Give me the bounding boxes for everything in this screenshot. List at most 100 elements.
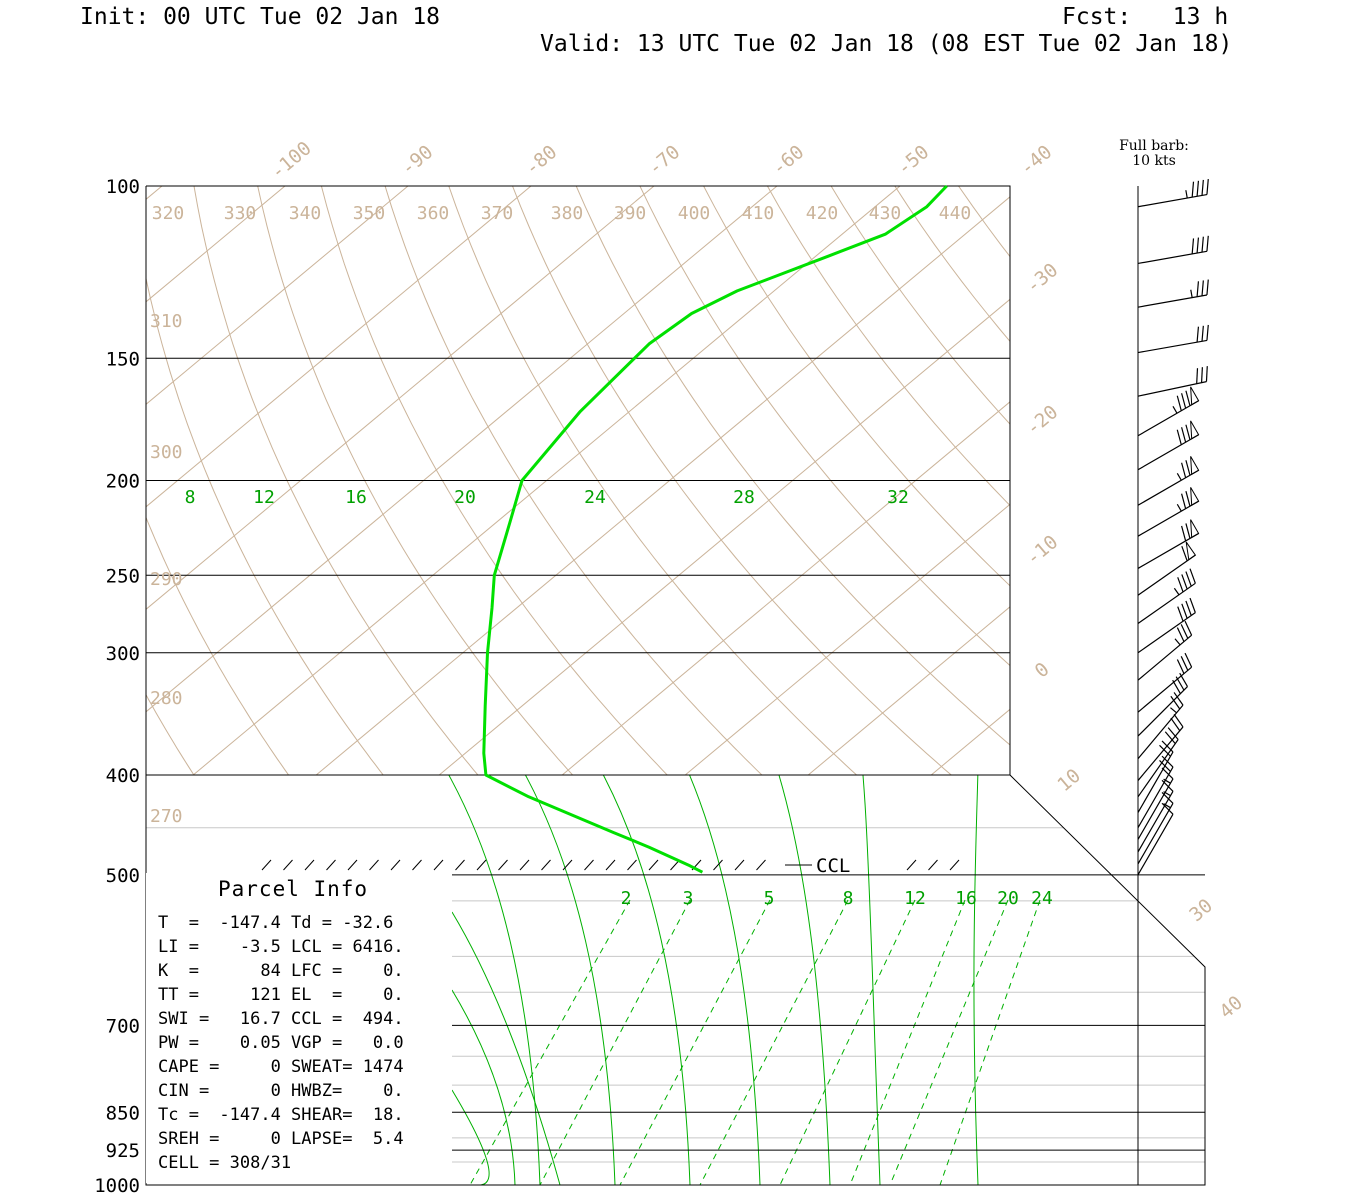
barb-full (1172, 679, 1181, 694)
ccl-hatch (476, 859, 487, 871)
moist-adiabat (904, 775, 980, 1185)
theta-left-label: 310 (150, 311, 183, 332)
isotherm-label: -30 (1022, 259, 1062, 298)
barb-flag (1190, 386, 1200, 406)
isotherm-label: -20 (1022, 401, 1062, 440)
barb-full (1200, 367, 1203, 383)
mixing-ratio-label: 20 (997, 888, 1019, 909)
wind-barb (1137, 541, 1197, 596)
barb-full (1181, 603, 1188, 619)
barb-shaft (1137, 193, 1208, 208)
barb-shaft (1137, 612, 1196, 654)
barb-shaft (1137, 339, 1208, 354)
moist-adiabats-mixing-ratios (185, 775, 1041, 1185)
ccl-hatch (756, 859, 766, 871)
moist-adiabat (349, 775, 691, 1185)
barb-full (1181, 493, 1187, 509)
wind-barb (1137, 487, 1200, 537)
ccl-hatch (304, 859, 315, 871)
ccl-hatch (498, 859, 508, 871)
wind-barb (1137, 652, 1193, 713)
wind-barb (1137, 791, 1174, 865)
barb-full (1196, 237, 1200, 254)
barb-full (1181, 525, 1187, 542)
isotherm-line (1054, 186, 1350, 775)
barb-full (1191, 238, 1195, 254)
dry-adiabat (0, 186, 5, 775)
barb-full (1206, 235, 1209, 252)
parcel-row: PW = 0.05 VGP = 0.0 (158, 1033, 404, 1053)
theta-left-label: 270 (150, 806, 183, 827)
parcel-info-panel: Parcel Info T = -147.4 Td = -32.6 LI = -… (146, 873, 452, 1183)
ccl-hatch (412, 859, 422, 871)
barb-full (1181, 574, 1188, 590)
moist-adiabat-label: 20 (454, 487, 476, 508)
barb-full (1180, 624, 1189, 639)
barb-shaft (1137, 634, 1193, 681)
moist-adiabat (451, 911, 561, 1185)
dry-adiabat (958, 186, 1010, 258)
barb-full (1159, 760, 1171, 772)
init-time: Init: 00 UTC Tue 02 Jan 18 (80, 4, 441, 30)
barb-legend-line1: Full barb: (1119, 138, 1189, 154)
isotherm-label: 40 (1215, 992, 1247, 1024)
diagram-frame (145, 185, 1206, 1186)
barb-half (1172, 406, 1178, 414)
isotherm-label: 0 (1031, 658, 1054, 682)
isotherm-line (146, 186, 286, 303)
theta-label: 380 (551, 203, 584, 224)
barb-half (1176, 503, 1182, 512)
barb-full (1196, 281, 1200, 297)
ccl-hatch (283, 859, 293, 871)
barb-shaft (1137, 686, 1188, 737)
dry-adiabat (1086, 186, 1350, 775)
barb-full (1181, 546, 1188, 562)
barb-full (1181, 393, 1187, 409)
ccl-hatch (541, 859, 551, 871)
ccl-hatch (519, 859, 530, 871)
barb-flag (1185, 541, 1197, 561)
parcel-row: Tc = -147.4 SHEAR= 18. (158, 1105, 404, 1125)
dry-adiabat (0, 186, 99, 775)
isotherm-line (1177, 186, 1350, 775)
barb-full (1185, 390, 1191, 406)
ccl-hatch (627, 859, 637, 871)
barb-flag (1190, 420, 1200, 440)
barb-full (1191, 181, 1195, 198)
barb-shaft (1137, 500, 1199, 537)
parcel-row: K = 84 LFC = 0. (158, 961, 404, 981)
barb-full (1185, 491, 1191, 507)
theta-left-label: 290 (150, 569, 183, 590)
mixing-ratio-label: 16 (955, 888, 977, 909)
barb-shaft (1137, 766, 1174, 829)
barb-full (1206, 279, 1209, 296)
wind-barbs (1137, 179, 1209, 876)
ccl-hatch (949, 859, 960, 871)
wind-barb (1137, 767, 1174, 840)
barb-full (1189, 568, 1196, 584)
barb-full (1175, 676, 1185, 691)
barb-full (1181, 427, 1187, 443)
barb-half (1163, 803, 1171, 809)
isotherm-line (1300, 186, 1350, 775)
barb-full (1170, 695, 1181, 710)
barb-half (1163, 791, 1171, 797)
barb-full (1161, 791, 1174, 804)
temperature-line (482, 184, 948, 874)
parcel-row: TT = 121 EL = 0. (158, 985, 404, 1005)
parcel-row: SWI = 16.7 CCL = 494. (158, 1009, 404, 1029)
barb-full (1173, 713, 1184, 728)
barb-full (1177, 577, 1184, 593)
pressure-tick-label: 400 (106, 765, 140, 787)
barb-full (1161, 755, 1174, 768)
barb-shaft (1137, 381, 1207, 397)
dry-adiabat (146, 693, 195, 775)
barb-full (1159, 744, 1171, 757)
theta-label: 320 (152, 203, 185, 224)
pressure-tick-label: 850 (106, 1102, 140, 1124)
ccl-hatch (734, 859, 745, 871)
temperature-series (482, 184, 948, 874)
barb-full (1164, 731, 1176, 744)
isotherm-label: 10 (1053, 765, 1085, 797)
barb-full (1173, 692, 1184, 706)
